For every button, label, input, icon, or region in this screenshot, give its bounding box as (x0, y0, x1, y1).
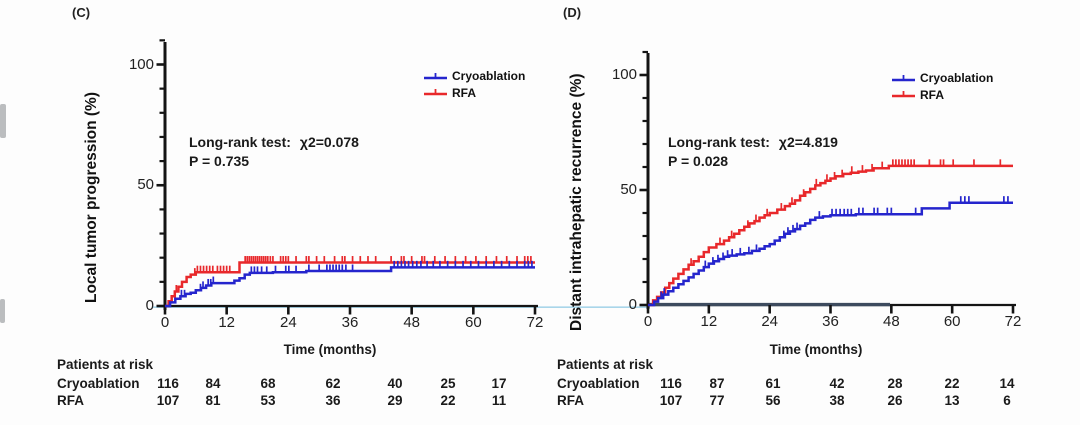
risk-count: 116 (157, 376, 179, 391)
x-axis-title-d: Time (months) (769, 342, 863, 357)
risk-count: 107 (156, 393, 180, 408)
logrank-line-d: Long-rank test: χ2=4.819 (668, 133, 838, 152)
risk-count: 22 (440, 393, 456, 408)
x-tick-label: 72 (1004, 313, 1022, 330)
x-tick-label: 72 (526, 314, 544, 331)
risk-count: 22 (944, 376, 960, 391)
risk-count: 6 (1003, 393, 1011, 408)
risk-count: 62 (325, 376, 341, 391)
x-tick-label: 0 (643, 313, 653, 330)
logrank-label-d: Long-rank test: (668, 134, 770, 150)
risk-count: 26 (887, 393, 903, 408)
x-tick-label: 36 (341, 314, 359, 331)
logrank-label-c: Long-rank test: (189, 134, 291, 150)
x-tick-label: 12 (218, 314, 235, 331)
x-tick-label: 48 (882, 313, 900, 330)
y-axis-title-c: Local tumor progression (%) (83, 92, 100, 303)
stats-block-d: Long-rank test: χ2=4.819 P = 0.028 (668, 133, 838, 171)
risk-count: 42 (829, 376, 845, 391)
legend-swatch-cryoablation (424, 72, 447, 79)
x-tick-label: 12 (700, 313, 718, 330)
risk-count: 13 (944, 393, 960, 408)
risk-count: 77 (709, 393, 725, 408)
risk-count: 40 (387, 376, 403, 391)
scan-artifact (0, 299, 5, 323)
y-tick-label: 0 (145, 297, 154, 314)
legend-label: Cryoablation (452, 69, 526, 84)
x-axis-title-c: Time (months) (283, 342, 377, 357)
y-tick-label: 100 (128, 55, 154, 73)
risk-count: 14 (999, 376, 1015, 391)
legend-swatch-rfa (424, 89, 447, 96)
risk-count: 36 (325, 393, 341, 408)
risk-count: 29 (387, 393, 403, 408)
legend-swatch-rfa (892, 91, 915, 98)
legend-entry-rfa: RFA (891, 87, 993, 104)
x-tick-label: 48 (403, 314, 420, 331)
x-tick-label: 24 (279, 314, 297, 331)
risk-count: 53 (260, 393, 276, 408)
legend-d: Cryoablation RFA (891, 70, 993, 103)
x-tick-label: 60 (464, 314, 482, 331)
legend-entry-cryoablation: Cryoablation (423, 68, 525, 85)
y-tick-label: 50 (137, 176, 154, 194)
legend-swatch-cryoablation (892, 74, 915, 81)
y-tick-label: 100 (611, 66, 637, 83)
legend-entry-rfa: RFA (423, 85, 525, 102)
risk-row-label: Cryoablation (57, 376, 140, 391)
x-tick-label: 0 (160, 314, 170, 331)
y-axis-title-d: Distant intrahepatic recurrence (%) (568, 73, 585, 331)
risk-count: 107 (659, 393, 683, 408)
risk-row-label: RFA (57, 393, 84, 408)
risk-count: 17 (491, 376, 507, 391)
legend-label: RFA (452, 85, 476, 100)
legend-label: RFA (920, 87, 944, 102)
risk-count: 38 (829, 393, 845, 408)
x-tick-label: 36 (822, 313, 839, 330)
x-tick-label: 60 (943, 313, 961, 330)
logrank-line-c: Long-rank test: χ2=0.078 (189, 133, 359, 152)
scan-artifact (0, 104, 6, 138)
p-value-c: P = 0.735 (189, 153, 250, 169)
panel-d-label: (D) (563, 5, 582, 20)
risk-count: 56 (765, 393, 781, 408)
survival-curve-rfa (165, 261, 535, 308)
stats-block-c: Long-rank test: χ2=0.078 P = 0.735 (189, 133, 359, 171)
legend-label: Cryoablation (920, 71, 994, 86)
risk-count: 116 (660, 376, 682, 391)
chi-square-value-c: χ2=0.078 (299, 134, 359, 150)
risk-count: 81 (205, 393, 221, 408)
x-tick-label: 24 (761, 313, 778, 330)
risk-count: 11 (491, 393, 507, 408)
risk-count: 28 (887, 376, 903, 391)
at-risk-title-d: Patients at risk (557, 357, 654, 372)
p-value-d: P = 0.028 (668, 153, 729, 169)
legend-c: Cryoablation RFA (423, 68, 525, 101)
y-tick-label: 50 (620, 181, 637, 198)
risk-count: 87 (709, 376, 725, 391)
panel-c-label: (C) (72, 5, 91, 20)
legend-entry-cryoablation: Cryoablation (891, 70, 993, 87)
risk-count: 61 (765, 376, 781, 391)
risk-row-label: Cryoablation (557, 376, 640, 391)
risk-count: 68 (260, 376, 276, 391)
at-risk-title-c: Patients at risk (57, 357, 154, 372)
risk-count: 84 (205, 376, 221, 391)
survival-curve-rfa (648, 164, 1013, 307)
risk-count: 25 (440, 376, 456, 391)
y-tick-label: 0 (628, 296, 637, 313)
risk-row-label: RFA (557, 393, 584, 408)
chi-square-value-d: χ2=4.819 (778, 134, 838, 150)
